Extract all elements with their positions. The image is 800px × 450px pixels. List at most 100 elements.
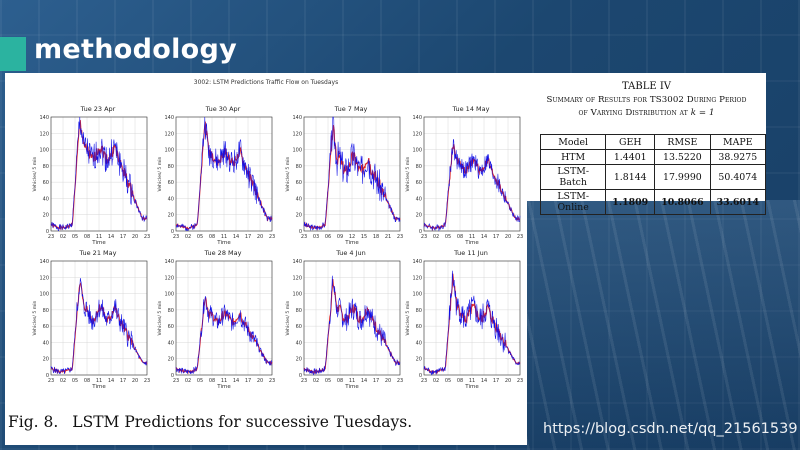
traffic-chart-panel: Tue 14 May 0 20 40 60 80 100 120 140 23 02 05 08 11 14… (403, 105, 525, 253)
y-tick-label: 140 (412, 259, 422, 265)
axes-frame (175, 260, 273, 376)
x-tick-label: 23 (48, 234, 54, 240)
slide-title: methodology (34, 34, 238, 65)
table-header-cell: GEH (605, 134, 656, 150)
y-axis-label: Vehicles/ 5 min (405, 300, 411, 335)
actual-series-line (50, 277, 148, 375)
x-tick-label: 23 (301, 234, 307, 240)
x-tick-label: 23 (517, 234, 523, 240)
predicted-series-line (423, 273, 521, 375)
x-tick-label: 02 (433, 234, 439, 240)
y-tick-label: 0 (171, 373, 174, 379)
x-tick-label: 14 (481, 378, 487, 384)
y-tick-label: 100 (412, 292, 422, 298)
y-tick-label: 120 (412, 275, 422, 281)
chart-panel-title: Tue 4 Jun (336, 249, 366, 257)
y-tick-label: 140 (292, 259, 302, 265)
y-tick-label: 140 (292, 115, 302, 121)
source-watermark: https://blog.csdn.net/qq_21561539 (543, 421, 798, 437)
y-tick-label: 20 (296, 357, 302, 363)
y-tick-label: 100 (39, 148, 49, 154)
chart-panel-title: Tue 7 May (334, 105, 368, 113)
traffic-chart-panel: Tue 30 Apr 0 20 40 60 80 100 120 140 23 02 05 08 11 14… (155, 105, 277, 253)
axes-frame (175, 116, 273, 232)
table-header-cell: Model (539, 134, 607, 150)
y-axis-label: Vehicles/ 5 min (32, 156, 38, 191)
table-cell: LSTM-Batch (539, 164, 607, 190)
y-tick-label: 60 (168, 324, 174, 330)
x-tick-label: 23 (269, 234, 275, 240)
traffic-chart: 0 20 40 60 80 100 120 140 23 02 05 08 11 14 17 20 23 Time… (285, 259, 403, 390)
x-tick-label: 08 (457, 234, 463, 240)
x-tick-label: 02 (60, 378, 66, 384)
x-tick-label: 05 (72, 234, 78, 240)
traffic-chart-panel: Tue 7 May 0 20 40 60 80 100 120 140 23 03 06 09 12 15 1… (283, 105, 405, 253)
x-tick-label: 20 (505, 234, 511, 240)
x-tick-label: 08 (84, 234, 90, 240)
table-header-row: Model GEH RMSE MAPE (539, 134, 767, 150)
traffic-chart: 0 20 40 60 80 100 120 140 23 02 05 08 11 14 17 20 23 Time… (405, 115, 523, 246)
traffic-chart-panel: Tue 21 May 0 20 40 60 80 100 120 140 23 02 05 08 11 14… (30, 249, 152, 397)
x-tick-label: 05 (325, 378, 331, 384)
y-tick-label: 120 (164, 275, 174, 281)
x-tick-label: 08 (209, 234, 215, 240)
traffic-chart: 0 20 40 60 80 100 120 140 23 02 05 08 11 14 17 20 23 Time… (157, 259, 275, 390)
traffic-chart-panel: Tue 4 Jun 0 20 40 60 80 100 120 140 23 02 05 08 11 14 1… (283, 249, 405, 397)
x-tick-label: 17 (120, 234, 126, 240)
y-tick-label: 0 (46, 373, 49, 379)
x-tick-label: 11 (96, 378, 102, 384)
table-cell: 33.6014 (709, 189, 767, 215)
y-tick-label: 100 (292, 148, 302, 154)
x-tick-label: 21 (385, 234, 391, 240)
traffic-chart: 0 20 40 60 80 100 120 140 23 02 05 08 11 14 17 20 23 Time… (405, 259, 523, 390)
y-tick-label: 20 (43, 213, 49, 219)
y-tick-label: 0 (171, 229, 174, 235)
chart-panel-title: Tue 28 May (204, 249, 242, 257)
x-tick-label: 23 (421, 378, 427, 384)
x-tick-label: 14 (233, 378, 239, 384)
x-tick-label: 11 (469, 234, 475, 240)
y-tick-label: 40 (296, 196, 302, 202)
y-tick-label: 20 (416, 357, 422, 363)
y-tick-label: 40 (416, 196, 422, 202)
y-tick-label: 0 (46, 229, 49, 235)
y-tick-label: 40 (43, 340, 49, 346)
y-tick-label: 120 (164, 131, 174, 137)
y-tick-label: 40 (416, 340, 422, 346)
x-axis-label: Time (344, 240, 359, 246)
traffic-chart: 0 20 40 60 80 100 120 140 23 03 06 09 12 15 18 21 23 Time… (285, 115, 403, 246)
y-tick-label: 100 (164, 292, 174, 298)
x-tick-label: 17 (245, 234, 251, 240)
table-header-cell: RMSE (654, 134, 711, 150)
y-tick-label: 80 (43, 164, 49, 170)
y-tick-label: 80 (296, 164, 302, 170)
y-tick-label: 20 (43, 357, 49, 363)
x-tick-label: 23 (173, 234, 179, 240)
figure-panel: 3002: LSTM Predictions Traffic Flow on T… (5, 73, 527, 445)
table-cell: 1.8144 (605, 164, 656, 190)
y-tick-label: 80 (168, 308, 174, 314)
axes-frame (423, 116, 521, 232)
x-tick-label: 11 (221, 234, 227, 240)
table-row: LSTM-Online 1.1809 10.8066 33.6014 (539, 189, 767, 215)
x-tick-label: 12 (349, 234, 355, 240)
x-tick-label: 14 (108, 378, 114, 384)
x-tick-label: 14 (481, 234, 487, 240)
y-tick-label: 100 (39, 292, 49, 298)
axes-frame (50, 116, 148, 232)
x-tick-label: 23 (144, 378, 150, 384)
x-tick-label: 23 (397, 378, 403, 384)
x-tick-label: 08 (457, 378, 463, 384)
traffic-chart-panel: Tue 23 Apr 0 20 40 60 80 100 120 140 23 02 05 08 11 14… (30, 105, 152, 253)
x-tick-label: 17 (245, 378, 251, 384)
y-tick-label: 60 (296, 180, 302, 186)
table-cell: LSTM-Online (539, 189, 607, 215)
x-tick-label: 02 (60, 234, 66, 240)
x-axis-label: Time (464, 240, 479, 246)
y-tick-label: 100 (412, 148, 422, 154)
x-tick-label: 09 (337, 234, 343, 240)
title-accent-bar (0, 37, 26, 71)
y-tick-label: 0 (299, 373, 302, 379)
x-tick-label: 02 (185, 378, 191, 384)
y-tick-label: 40 (168, 196, 174, 202)
